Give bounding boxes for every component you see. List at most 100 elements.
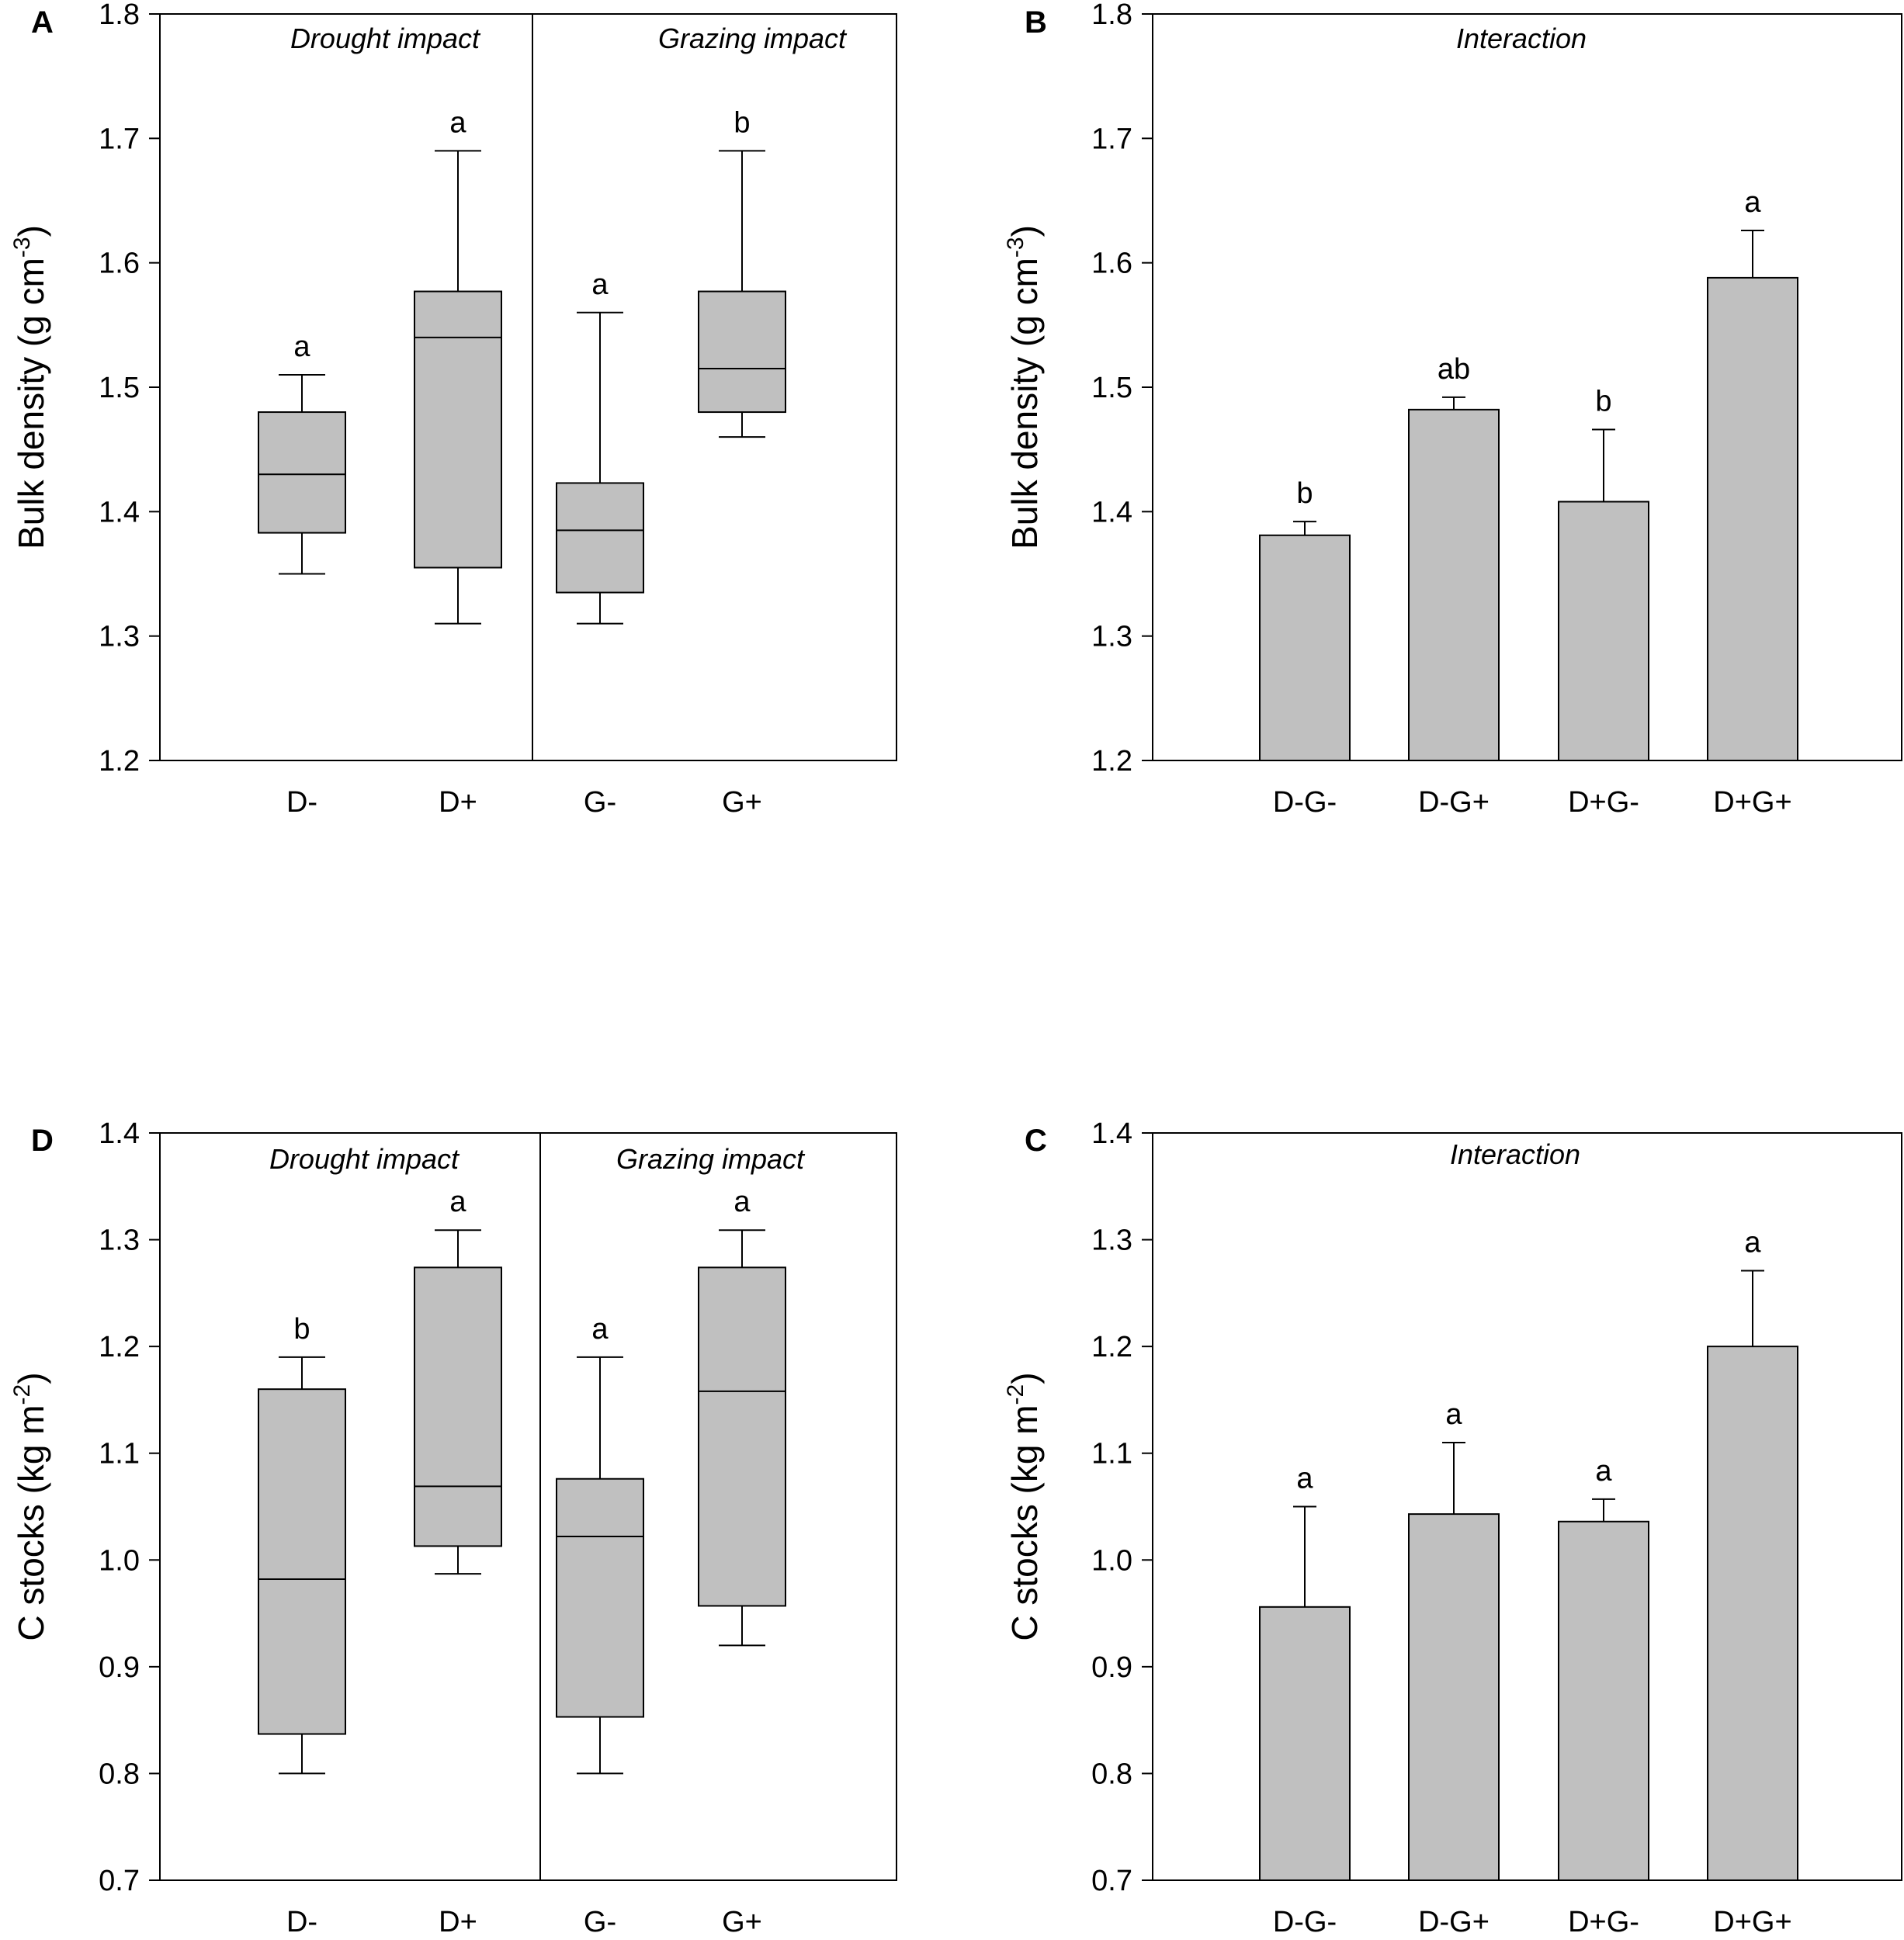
bar-D-G-: b <box>1259 477 1351 762</box>
group-label: Interaction <box>1450 1138 1580 1170</box>
panel-C: C 0.7 0.8 0.9 1.0 1.1 1.2 1.3 1.4 C stocks (kg m-… <box>1003 1117 1902 1938</box>
x-category-label: D-G+ <box>1418 1906 1490 1938</box>
y-tick-label: 1.4 <box>99 1117 140 1150</box>
panel-letter: C <box>1025 1124 1047 1158</box>
significance-letter: ab <box>1438 353 1470 386</box>
bar <box>1408 408 1500 761</box>
y-tick-label: 0.8 <box>1091 1758 1132 1790</box>
x-category-label: D+G+ <box>1713 786 1791 819</box>
y-axis-label-text: C stocks (kg m <box>1004 1405 1045 1640</box>
y-tick-label: 1.2 <box>99 1331 140 1363</box>
x-category-label: D+ <box>439 1906 477 1938</box>
y-tick-label: 1.8 <box>1091 0 1132 31</box>
group-label: Grazing impact <box>658 23 848 54</box>
box-iqr <box>258 411 346 534</box>
bar-D-G-: a <box>1259 1463 1351 1881</box>
box-G-: a <box>556 268 644 625</box>
x-category-label: D- <box>286 1906 317 1938</box>
significance-letter: b <box>734 106 750 139</box>
significance-letter: a <box>734 1186 751 1218</box>
box-iqr <box>414 1266 502 1547</box>
y-tick-label: 1.2 <box>99 745 140 778</box>
y-tick-label: 1.2 <box>1091 1331 1132 1363</box>
box-D+: a <box>414 1186 502 1575</box>
y-tick-label: 0.8 <box>99 1758 140 1790</box>
panel-A: A 1.2 1.3 1.4 1.5 1.6 1.7 1.8 Bulk density (g cm… <box>9 0 897 819</box>
y-axis-label: C stocks (kg m-2) <box>9 1372 51 1640</box>
significance-letter: a <box>1595 1455 1612 1488</box>
box-iqr <box>556 1478 644 1718</box>
x-category-label: D-G+ <box>1418 786 1490 819</box>
y-tick-label: 1.1 <box>1091 1438 1132 1471</box>
box-iqr <box>698 290 786 414</box>
y-tick-label: 1.0 <box>99 1544 140 1577</box>
y-axis-label-text: Bulk density (g cm <box>1004 258 1045 549</box>
panel-letter: D <box>31 1124 54 1158</box>
bar-D+G+: a <box>1707 1226 1798 1881</box>
y-tick-label: 1.3 <box>1091 621 1132 653</box>
x-category-label: D-G- <box>1273 1906 1337 1938</box>
bar <box>1707 276 1798 761</box>
bar-D-G+: ab <box>1408 353 1500 761</box>
group-label: Grazing impact <box>616 1143 806 1175</box>
y-tick-label: 1.3 <box>99 1225 140 1257</box>
panel-B: B 1.2 1.3 1.4 1.5 1.6 1.7 1.8 Bulk density (g cm… <box>1003 0 1902 819</box>
y-tick-label: 1.2 <box>1091 745 1132 778</box>
box-G+: a <box>698 1186 786 1647</box>
bar <box>1408 1513 1500 1881</box>
bar <box>1707 1346 1798 1881</box>
group-label: Drought impact <box>290 23 481 54</box>
bar-D+G-: a <box>1558 1455 1649 1881</box>
box-iqr <box>414 290 502 569</box>
box-D-: a <box>258 331 346 575</box>
bar-D+G-: b <box>1558 386 1649 761</box>
y-tick-label: 1.4 <box>1091 1117 1132 1150</box>
y-tick-label: 1.4 <box>1091 496 1132 528</box>
y-axis-label-close: ) <box>11 225 51 237</box>
y-tick-label: 0.9 <box>1091 1651 1132 1684</box>
y-tick-label: 1.5 <box>99 372 140 404</box>
significance-letter: a <box>449 1186 466 1218</box>
box-iqr <box>258 1388 346 1735</box>
significance-letter: a <box>1445 1398 1462 1431</box>
y-tick-label: 1.8 <box>99 0 140 31</box>
y-axis-label-exponent: -3 <box>1003 237 1028 258</box>
y-tick-label: 1.7 <box>1091 123 1132 155</box>
y-tick-label: 0.7 <box>99 1865 140 1897</box>
y-axis-label-close: ) <box>11 1372 51 1384</box>
bar <box>1558 1520 1649 1881</box>
bar <box>1259 534 1351 762</box>
box-D-: b <box>258 1313 346 1775</box>
x-category-label: G+ <box>722 786 762 819</box>
y-tick-label: 0.7 <box>1091 1865 1132 1897</box>
significance-letter: a <box>591 268 609 301</box>
plot-frame <box>1152 1132 1902 1881</box>
significance-letter: b <box>293 1313 310 1346</box>
significance-letter: a <box>1296 1463 1313 1495</box>
y-axis-label: Bulk density (g cm-3) <box>1003 225 1045 549</box>
y-axis-label-exponent: -3 <box>9 237 35 258</box>
group-label: Interaction <box>1456 23 1587 54</box>
significance-letter: a <box>293 331 310 363</box>
box-G+: b <box>698 106 786 438</box>
bar-D+G+: a <box>1707 186 1798 761</box>
group-label: Drought impact <box>269 1143 460 1175</box>
bar-D-G+: a <box>1408 1398 1500 1881</box>
significance-letter: b <box>1595 386 1611 418</box>
x-category-label: D+G+ <box>1713 1906 1791 1938</box>
significance-letter: b <box>1296 477 1313 510</box>
y-tick-label: 1.1 <box>99 1438 140 1471</box>
x-category-label: D+ <box>439 786 477 819</box>
significance-letter: a <box>449 106 466 139</box>
significance-letter: a <box>1744 1226 1761 1259</box>
y-tick-label: 1.7 <box>99 123 140 155</box>
panel-D: D 0.7 0.8 0.9 1.0 1.1 1.2 1.3 1.4 C stocks (kg m-… <box>9 1117 897 1938</box>
y-axis-label-close: ) <box>1004 1372 1045 1384</box>
y-tick-label: 1.0 <box>1091 1544 1132 1577</box>
panel-letter: B <box>1025 5 1047 40</box>
y-tick-label: 0.9 <box>99 1651 140 1684</box>
panel-letter: A <box>31 5 54 40</box>
y-axis-label: C stocks (kg m-2) <box>1003 1372 1045 1640</box>
y-tick-label: 1.3 <box>99 621 140 653</box>
